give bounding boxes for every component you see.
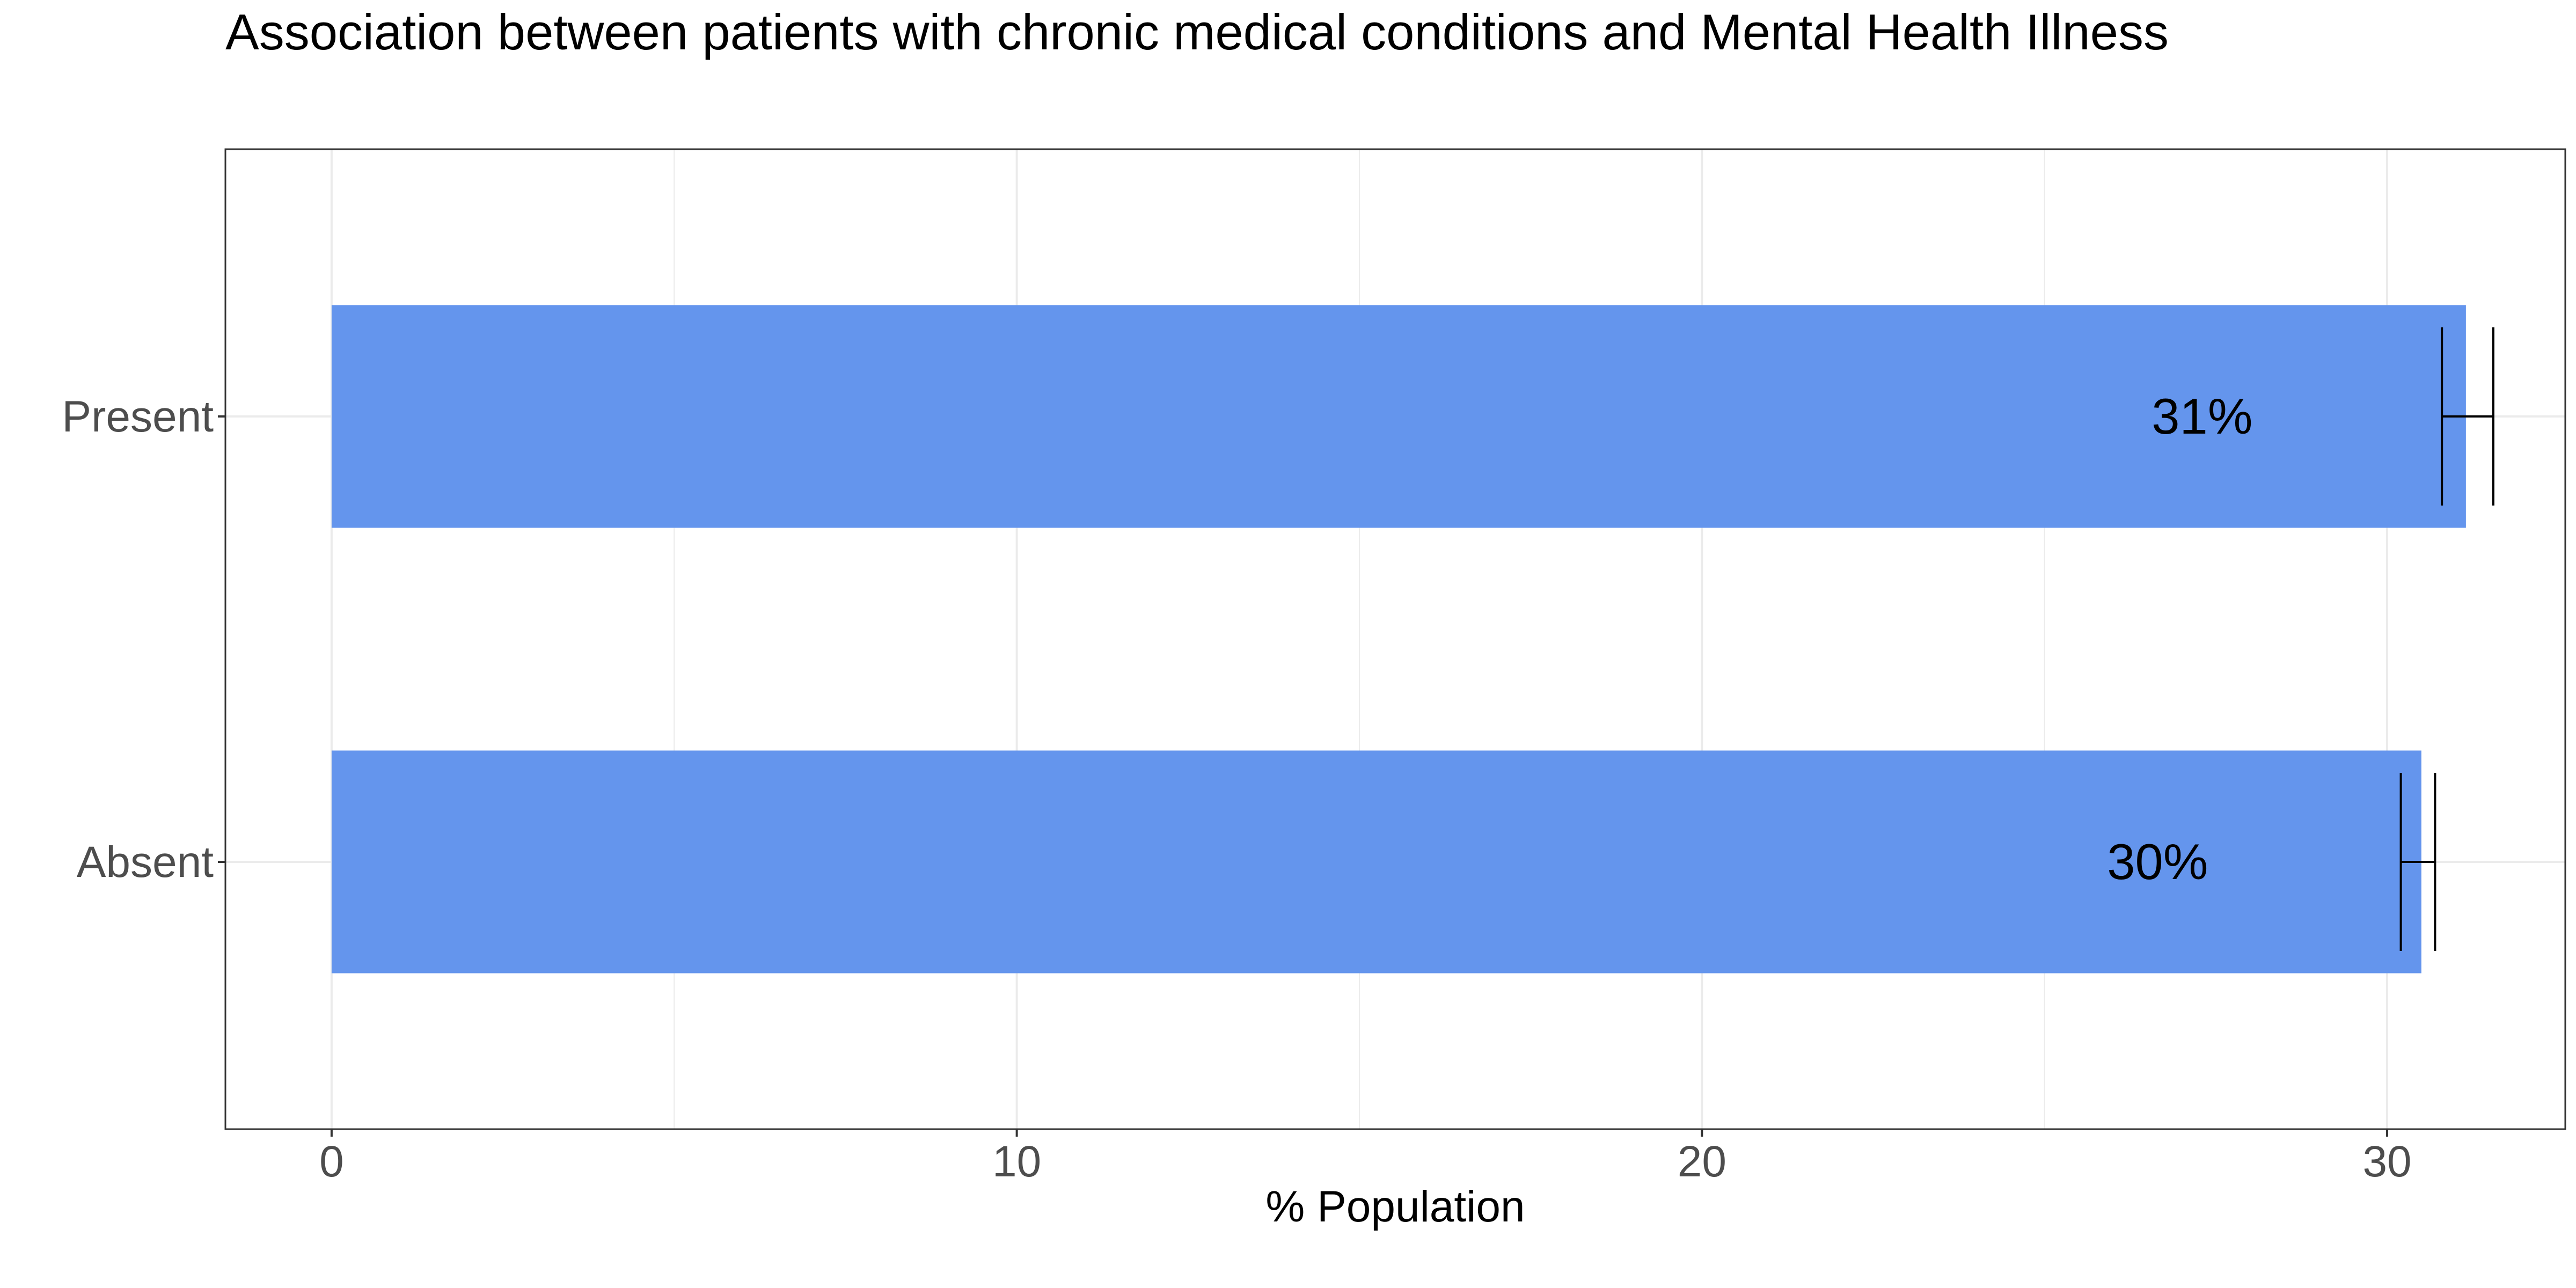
data-labels: 30% 31%	[2107, 388, 2252, 890]
y-tick-label-absent: Absent	[77, 838, 214, 887]
bars	[331, 305, 2466, 974]
x-tick-label-30: 30	[2362, 1137, 2411, 1186]
data-label-present: 31%	[2151, 388, 2252, 444]
bar-absent	[331, 750, 2421, 974]
x-axis: 0 10 20 30	[319, 1129, 2412, 1186]
error-bars	[2399, 327, 2494, 951]
x-tick-label-10: 10	[992, 1137, 1041, 1186]
y-tick-label-present: Present	[62, 392, 214, 441]
data-label-absent: 30%	[2107, 833, 2208, 890]
x-axis-title: % Population	[1265, 1182, 1525, 1231]
bar-present	[331, 305, 2466, 528]
minor-gridlines	[674, 149, 2045, 1129]
y-axis: Absent Present	[62, 392, 225, 887]
x-tick-label-0: 0	[319, 1137, 344, 1186]
major-gridlines	[225, 149, 2565, 1129]
x-tick-label-20: 20	[1678, 1137, 1726, 1186]
chart-title: Association between patients with chroni…	[225, 4, 2169, 60]
panel-border	[224, 148, 2566, 1130]
